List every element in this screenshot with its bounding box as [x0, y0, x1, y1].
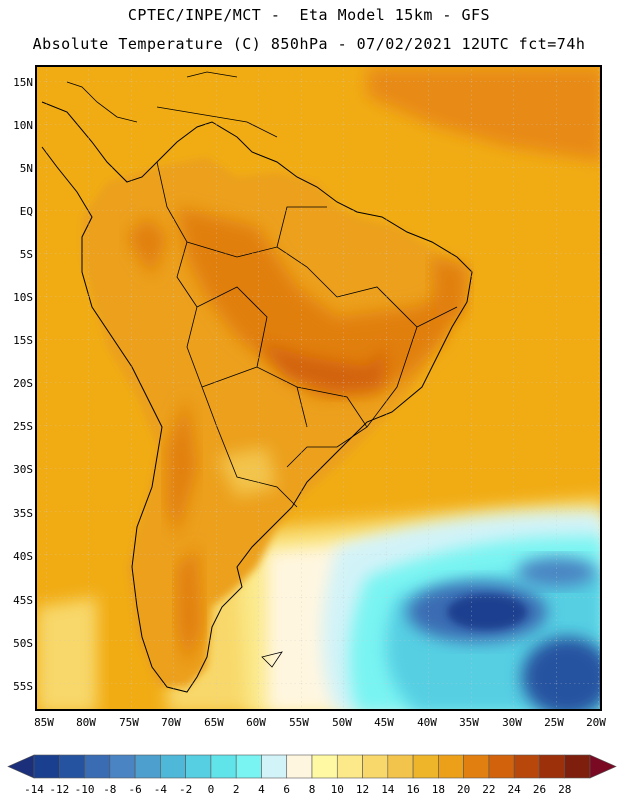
- lon-label: 40W: [417, 716, 437, 729]
- lat-label: 55S: [13, 680, 33, 693]
- colorbar-swatch: [362, 754, 389, 779]
- lon-label: 35W: [459, 716, 479, 729]
- colorbar-swatch: [513, 754, 540, 779]
- colorbar-swatch: [134, 754, 161, 779]
- map-area[interactable]: [35, 65, 602, 711]
- colorbar-swatch: [185, 754, 212, 779]
- lat-label: 45S: [13, 594, 33, 607]
- colorbar-swatch: [564, 754, 591, 779]
- lat-label: 20S: [13, 377, 33, 390]
- lon-label: 60W: [246, 716, 266, 729]
- grid-lines: [37, 67, 600, 709]
- colorbar-swatch: [109, 754, 136, 779]
- temperature-field: [37, 67, 600, 709]
- colorbar-swatch: [286, 754, 313, 779]
- colorbar-label: 26: [532, 783, 547, 796]
- lat-label: 15N: [13, 76, 33, 89]
- lon-label: 75W: [119, 716, 139, 729]
- colorbar-swatch: [311, 754, 338, 779]
- lat-label: 5S: [19, 248, 33, 261]
- colorbar-label: 16: [406, 783, 420, 796]
- colorbar-swatch: [438, 754, 464, 779]
- colorbar-label: -8: [103, 783, 117, 796]
- colorbar-swatch: [387, 754, 414, 779]
- colorbar-arrow-left: [7, 754, 35, 779]
- colorbar-label: 2: [232, 783, 240, 796]
- colorbar-arrow-right: [589, 754, 617, 779]
- colorbar-label: 6: [283, 783, 291, 796]
- colorbar-label: 28: [558, 783, 572, 796]
- colorbar-swatch: [58, 754, 85, 779]
- colorbar-swatch: [33, 754, 60, 779]
- lat-label: 10N: [13, 119, 33, 132]
- colorbar-label: -10: [74, 783, 95, 796]
- colorbar-label: 18: [431, 783, 445, 796]
- lon-label: 50W: [332, 716, 352, 729]
- colorbar-label: 10: [330, 783, 344, 796]
- colorbar-label: 14: [381, 783, 395, 796]
- colorbar-label: 4: [258, 783, 265, 796]
- colorbar-swatch: [539, 754, 566, 779]
- lon-label: 25W: [544, 716, 564, 729]
- colorbar-label: -6: [128, 783, 142, 796]
- lat-label: 15S: [13, 334, 33, 347]
- colorbar-label: 12: [355, 783, 370, 796]
- lon-label: 85W: [34, 716, 54, 729]
- lat-label: 35S: [13, 507, 33, 520]
- colorbar-label: -14: [24, 783, 44, 796]
- colorbar-label: 24: [507, 783, 521, 796]
- colorbar-label: -4: [153, 783, 167, 796]
- colorbar-swatch: [261, 754, 288, 779]
- colorbar-swatch: [84, 754, 111, 779]
- lat-label: 25S: [13, 420, 33, 433]
- colorbar-label: 22: [482, 783, 496, 796]
- colorbar-label: 8: [308, 783, 316, 796]
- colorbar-swatch: [463, 754, 490, 779]
- lon-label: 55W: [289, 716, 309, 729]
- colorbar-label: 20: [457, 783, 471, 796]
- lat-label: 30S: [13, 463, 33, 476]
- lon-label: 80W: [76, 716, 96, 729]
- colorbar-label: 0: [207, 783, 215, 796]
- lon-label: 45W: [374, 716, 394, 729]
- lon-label: 65W: [204, 716, 224, 729]
- colorbar-swatch: [488, 754, 515, 779]
- colorbar-swatch: [160, 754, 186, 779]
- lon-label: 70W: [161, 716, 181, 729]
- colorbar-swatch: [210, 754, 237, 779]
- map-title: CPTEC/INPE/MCT - Eta Model 15km - GFS: [127, 6, 491, 24]
- colorbar-label: -2: [179, 783, 193, 796]
- colorbar-label: -12: [49, 783, 70, 796]
- colorbar-swatch: [336, 754, 363, 779]
- lat-label: 50S: [13, 637, 33, 650]
- map-subtitle: Absolute Temperature (C) 850hPa - 07/02/…: [32, 35, 586, 53]
- colorbar: [7, 754, 617, 779]
- lat-label: 5N: [19, 162, 33, 175]
- lon-label: 30W: [502, 716, 522, 729]
- colorbar-swatch: [235, 754, 262, 779]
- lon-label: 20W: [586, 716, 606, 729]
- lat-label: 10S: [13, 291, 33, 304]
- lat-label: EQ: [19, 205, 33, 218]
- lat-label: 40S: [13, 550, 33, 563]
- colorbar-swatch: [412, 754, 439, 779]
